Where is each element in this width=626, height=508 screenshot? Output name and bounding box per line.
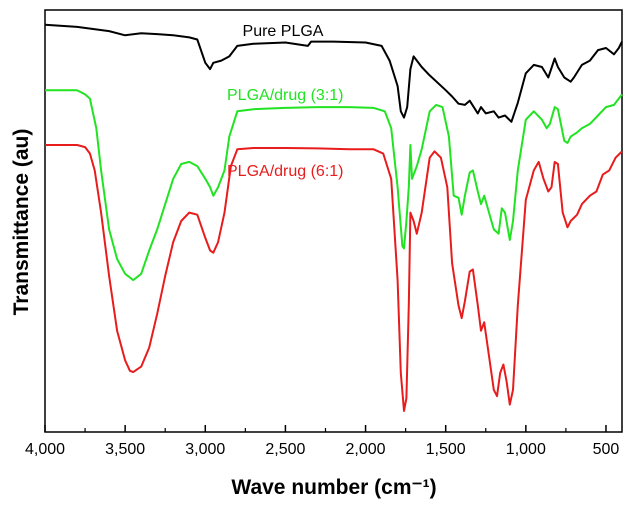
y-axis-title: Transmittance (au) (10, 129, 33, 316)
x-tick-label: 3,500 (105, 441, 145, 458)
series-line-plga-drug-6-1 (45, 144, 623, 412)
x-tick-label: 2,500 (265, 441, 305, 458)
x-tick-label: 4,000 (25, 441, 65, 458)
x-tick-label: 3,000 (185, 441, 225, 458)
plot-frame (44, 9, 623, 433)
series-label-pure-plga: Pure PLGA (243, 23, 324, 40)
x-ticks: 4,000 3,500 3,000 2,500 2,000 1,500 1,000 500 (25, 425, 619, 458)
series-line-pure-plga (44, 23, 623, 123)
x-tick-label: 1,000 (506, 441, 546, 458)
x-axis-title: Wave number (cm⁻¹) (231, 476, 436, 499)
curves-group (44, 23, 623, 412)
series-line-plga-drug-3-1 (45, 89, 623, 282)
x-tick-label: 500 (593, 441, 620, 458)
x-tick-label: 1,500 (426, 441, 466, 458)
x-tick-label: 2,000 (346, 441, 386, 458)
series-label-plga-drug-6-1: PLGA/drug (6:1) (227, 163, 344, 180)
series-label-plga-drug-3-1: PLGA/drug (3:1) (227, 87, 344, 104)
